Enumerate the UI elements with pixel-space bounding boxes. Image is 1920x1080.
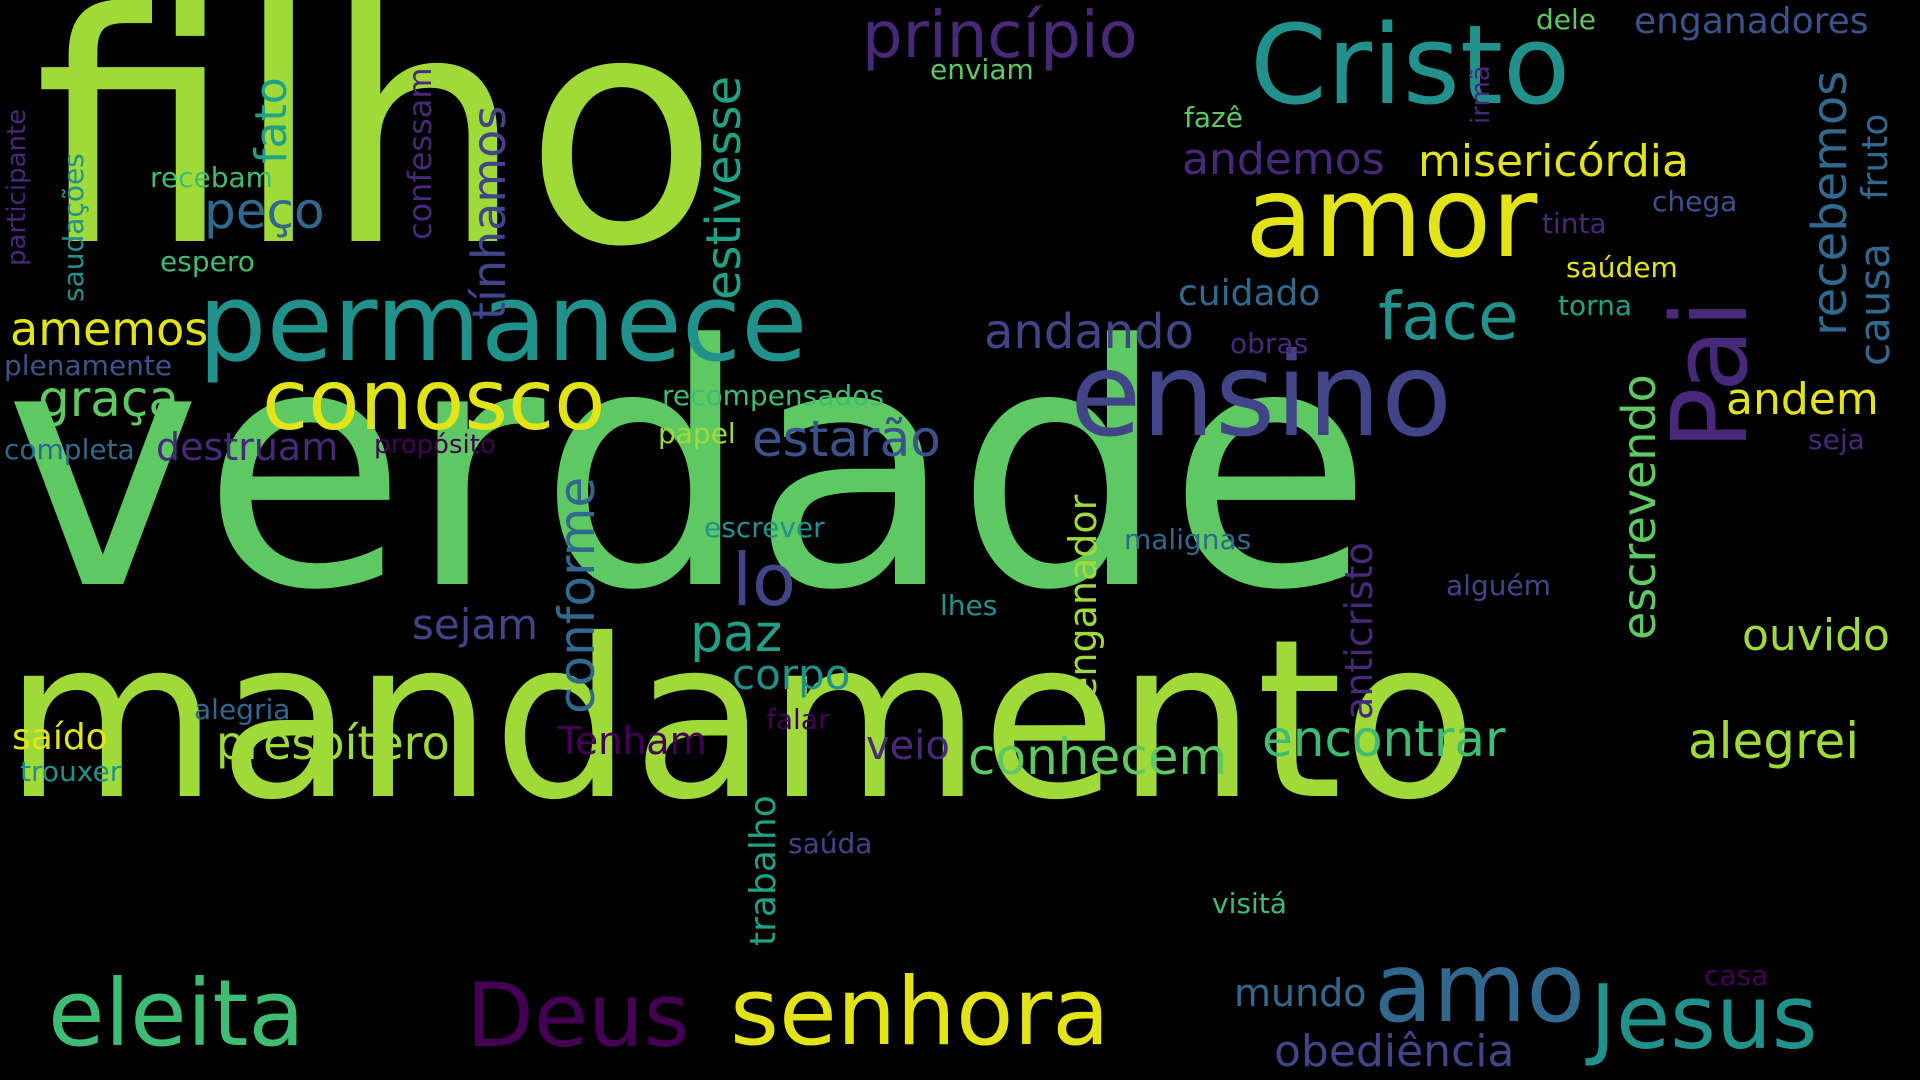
word-presbitero: presbítero bbox=[216, 716, 450, 770]
word-estivesse: estivesse bbox=[696, 75, 752, 300]
word-conhecem: conhecem bbox=[968, 728, 1228, 786]
word-amo: amo bbox=[1374, 932, 1586, 1044]
word-falar: falar bbox=[766, 703, 830, 736]
word-obediencia: obediência bbox=[1274, 1026, 1515, 1077]
word-espero: espero bbox=[160, 245, 255, 278]
word-filho: filho bbox=[34, 0, 719, 316]
word-visita: visitá bbox=[1212, 887, 1287, 920]
word-peco: peço bbox=[204, 182, 325, 240]
word-tinhamos: tínhamos bbox=[462, 105, 516, 320]
word-amemos: amemos bbox=[10, 302, 209, 356]
word-recebam: recebam bbox=[150, 161, 273, 194]
word-dele: dele bbox=[1536, 3, 1597, 36]
word-enganador: enganador bbox=[1061, 494, 1105, 700]
word-cuidado: cuidado bbox=[1178, 273, 1321, 314]
word-proposito: propósito bbox=[374, 430, 496, 460]
word-ouvido: ouvido bbox=[1742, 610, 1890, 661]
word-completa: completa bbox=[4, 433, 135, 466]
word-conosco: conosco bbox=[262, 351, 606, 449]
word-andemos: andemos bbox=[1182, 134, 1385, 185]
word-andando: andando bbox=[984, 304, 1194, 360]
word-conforme: conforme bbox=[548, 476, 606, 714]
word-lhes: lhes bbox=[940, 589, 998, 622]
word-malignas: malignas bbox=[1124, 523, 1252, 556]
word-saudem: saúdem bbox=[1566, 251, 1678, 284]
word-amor: amor bbox=[1245, 153, 1538, 283]
word-papel: papel bbox=[658, 417, 736, 450]
word-sejam: sejam bbox=[412, 600, 539, 649]
word-andem: andem bbox=[1726, 374, 1879, 425]
word-causa: causa bbox=[1850, 242, 1899, 366]
word-irma: irmã bbox=[1466, 65, 1496, 124]
word-escrever: escrever bbox=[704, 511, 825, 544]
word-eleita: eleita bbox=[48, 960, 305, 1067]
word-veio: veio bbox=[866, 723, 950, 769]
word-alguem: alguém bbox=[1446, 569, 1551, 602]
word-recompensados: recompensados bbox=[662, 379, 884, 412]
word-corpo: corpo bbox=[732, 650, 851, 699]
word-paz: paz bbox=[690, 604, 783, 664]
word-trabalho: trabalho bbox=[743, 795, 784, 946]
word-verdade: verdade bbox=[4, 274, 1373, 663]
word-saudacoes: saudações bbox=[57, 153, 90, 302]
word-tinta: tinta bbox=[1542, 207, 1607, 240]
word-enganadores: enganadores bbox=[1634, 1, 1869, 42]
word-senhora: senhora bbox=[730, 958, 1110, 1067]
word-alegrei: alegrei bbox=[1688, 712, 1860, 770]
word-faze: fazê bbox=[1184, 101, 1243, 134]
word-seja: seja bbox=[1808, 423, 1865, 456]
word-permanece: permanece bbox=[198, 261, 808, 386]
word-obras: obras bbox=[1230, 327, 1309, 360]
word-anticristo: anticristo bbox=[1337, 542, 1381, 720]
word-destruam: destruam bbox=[156, 425, 339, 469]
word-jesus: Jesus bbox=[1590, 966, 1818, 1069]
word-participante: participante bbox=[2, 108, 32, 266]
word-recebemos: recebemos bbox=[1802, 70, 1858, 336]
word-alegria: alegria bbox=[194, 693, 291, 726]
word-encontrar: encontrar bbox=[1262, 710, 1506, 768]
word-face: face bbox=[1378, 278, 1519, 355]
word-tenham: Tenham bbox=[558, 719, 707, 763]
word-escrevendo: escrevendo bbox=[1612, 374, 1666, 640]
word-mandamento: mandamento bbox=[4, 592, 1477, 848]
word-ensino: ensino bbox=[1070, 328, 1453, 463]
word-torna: torna bbox=[1558, 289, 1633, 322]
word-graca: graça bbox=[38, 370, 180, 428]
word-principio: princípio bbox=[862, 0, 1138, 73]
word-enviam: enviam bbox=[930, 53, 1034, 86]
word-trouxer: trouxer bbox=[20, 755, 122, 788]
word-fruto: fruto bbox=[1855, 113, 1896, 200]
word-lo: lo bbox=[732, 538, 797, 622]
word-plenamente: plenamente bbox=[4, 349, 173, 382]
word-cristo: Cristo bbox=[1250, 1, 1571, 129]
word-sauda: saúda bbox=[788, 827, 873, 860]
word-estarao: estarão bbox=[752, 410, 941, 468]
word-confessam: confessam bbox=[401, 67, 439, 240]
word-saido: saído bbox=[12, 717, 108, 758]
word-misericordia: misericórdia bbox=[1418, 136, 1689, 187]
word-mundo: mundo bbox=[1234, 971, 1367, 1015]
word-fato: fato bbox=[246, 77, 297, 164]
word-casa: casa bbox=[1704, 959, 1769, 992]
word-deus: Deus bbox=[466, 964, 690, 1067]
word-chega: chega bbox=[1652, 185, 1738, 218]
